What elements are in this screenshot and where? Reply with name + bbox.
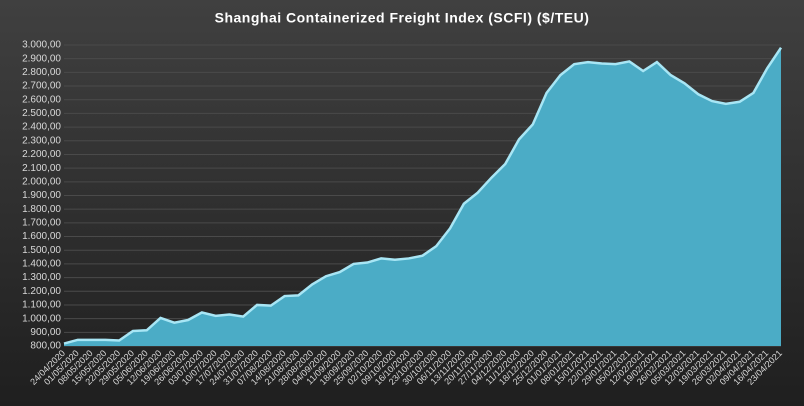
y-tick-label: 2.100,00: [22, 163, 61, 174]
y-tick-label: 2.900,00: [22, 53, 61, 64]
y-tick-label: 900,00: [30, 327, 61, 338]
y-tick-label: 2.600,00: [22, 94, 61, 105]
area: [64, 47, 781, 347]
y-tick-label: 1.300,00: [22, 272, 61, 283]
y-tick-label: 2.500,00: [22, 108, 61, 119]
y-tick-label: 2.300,00: [22, 135, 61, 146]
y-tick-label: 2.000,00: [22, 176, 61, 187]
y-tick-label: 1.800,00: [22, 204, 61, 215]
y-tick-label: 1.700,00: [22, 218, 61, 229]
y-tick-label: 1.900,00: [22, 190, 61, 201]
y-tick-label: 1.400,00: [22, 259, 61, 270]
y-tick-label: 2.400,00: [22, 122, 61, 133]
y-tick-label: 1.000,00: [22, 313, 61, 324]
y-tick-label: 800,00: [30, 341, 61, 352]
y-tick-label: 2.700,00: [22, 81, 61, 92]
y-tick-label: 1.200,00: [22, 286, 61, 297]
y-tick-label: 1.100,00: [22, 300, 61, 311]
y-tick-label: 3.000,00: [22, 40, 61, 51]
y-tick-label: 2.200,00: [22, 149, 61, 160]
y-tick-label: 1.500,00: [22, 245, 61, 256]
chart-title: Shanghai Containerized Freight Index (SC…: [215, 10, 590, 26]
y-tick-label: 2.800,00: [22, 67, 61, 78]
y-tick-label: 1.600,00: [22, 231, 61, 242]
area-outline: [63, 47, 783, 345]
